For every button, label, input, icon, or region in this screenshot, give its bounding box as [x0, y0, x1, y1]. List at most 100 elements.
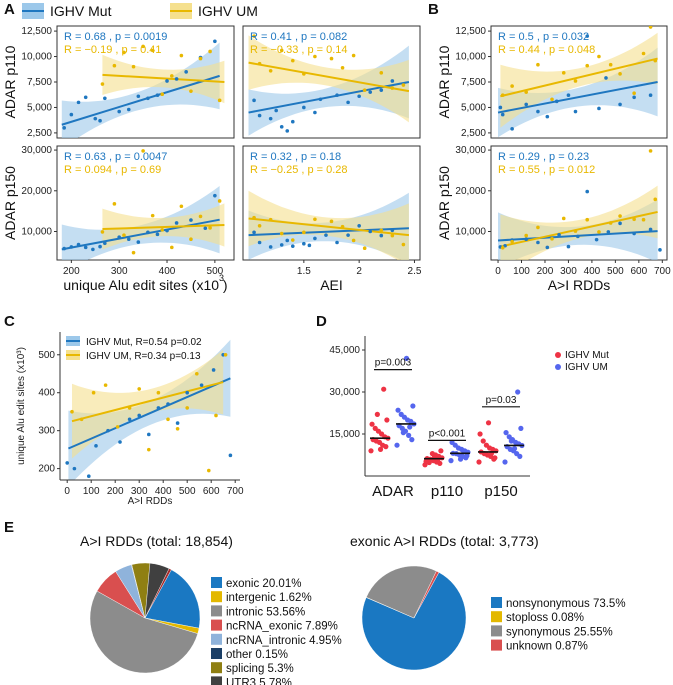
stat-text-mut: R = 0.5 , p = 0.032	[498, 31, 589, 43]
data-point-um	[160, 92, 165, 97]
x-tick-label: 100	[513, 266, 530, 277]
data-point-mut	[368, 229, 373, 234]
data-point-mut	[126, 107, 131, 112]
data-point-um	[510, 239, 514, 244]
y-tick-label: 30,000	[21, 145, 52, 156]
data-point-mut	[510, 127, 514, 131]
legend-swatch	[211, 577, 222, 588]
data-point-um	[290, 58, 295, 63]
stat-text-um: R = −0.25 , p = 0.28	[250, 164, 348, 176]
data-point-mut	[155, 93, 160, 98]
data-point-um	[401, 83, 406, 87]
data-point-mut	[524, 237, 528, 242]
y-tick-label: 10,000	[21, 52, 52, 63]
data-point-mut	[103, 96, 107, 101]
stat-text-um: R = 0.094 , p = 0.69	[64, 164, 161, 176]
x-tick-label: 600	[203, 486, 220, 497]
data-point-mut	[594, 237, 599, 242]
confidence-band-um	[500, 185, 658, 260]
pie-slice-exonic	[144, 569, 201, 629]
data-point-um	[91, 390, 96, 395]
regression-line-mut	[68, 377, 231, 450]
y-tick-label: 7,500	[461, 77, 486, 88]
data-point-um	[150, 48, 155, 53]
data-point-um	[648, 149, 653, 153]
confidence-band-um	[500, 32, 658, 128]
x-tick-label: 500	[607, 266, 624, 277]
data-point-um	[115, 425, 120, 429]
legend-d-label: IGHV UM	[565, 362, 608, 373]
data-point-mut	[185, 390, 189, 395]
data-point-um	[257, 61, 262, 66]
data-point-mut	[98, 244, 102, 249]
legend-label: intronic 53.56%	[226, 606, 305, 618]
stat-text-mut: R = 0.29 , p = 0.23	[498, 151, 589, 163]
data-point-um	[137, 387, 141, 391]
data-point-mut	[648, 227, 653, 232]
y-tick-label: 20,000	[21, 186, 52, 197]
data-point-mut	[257, 240, 262, 245]
data-point-um	[279, 48, 284, 53]
data-point-um	[329, 219, 334, 224]
data-point-mut	[618, 221, 622, 226]
data-point-mut	[379, 88, 384, 92]
data-point-um	[217, 98, 222, 103]
data-point-um	[208, 49, 212, 54]
data-point-um	[511, 445, 518, 452]
data-point-um	[573, 79, 578, 83]
y-tick-label: 200	[38, 464, 55, 475]
data-point-um	[223, 352, 228, 357]
data-point-mut	[302, 241, 306, 246]
data-point-um	[112, 63, 117, 68]
data-point-mut	[483, 442, 490, 448]
data-point-um	[313, 217, 317, 222]
plot-area	[248, 190, 410, 260]
data-point-mut	[83, 95, 88, 100]
regression-line-um	[102, 223, 225, 231]
data-point-mut	[335, 93, 339, 98]
data-point-um	[122, 233, 126, 237]
confidence-band-um	[248, 190, 409, 260]
data-point-mut	[377, 446, 384, 452]
x-tick-label: 500	[207, 266, 224, 277]
data-point-mut	[379, 233, 384, 238]
data-point-um	[608, 221, 613, 225]
data-point-um	[79, 417, 84, 422]
data-point-mut	[252, 98, 256, 103]
pie-title: exonic A>I RDDs (total: 3,773)	[350, 533, 539, 549]
data-point-um	[403, 355, 410, 361]
category-label: ADAR	[372, 483, 414, 500]
data-point-mut	[632, 95, 636, 100]
regression-line-um	[500, 57, 658, 98]
data-point-um	[573, 229, 578, 233]
data-point-um	[175, 426, 180, 431]
legend-swatch	[211, 619, 222, 631]
data-point-um	[198, 214, 203, 219]
data-point-mut	[384, 417, 390, 423]
data-point-mut	[381, 386, 387, 392]
plot-area	[497, 26, 658, 138]
pie-title: A>I RDDs (total: 18,854)	[80, 533, 233, 549]
x-tick-label: 1.5	[297, 266, 311, 277]
data-point-um	[550, 237, 554, 241]
legend-label: other 0.15%	[226, 649, 288, 661]
data-point-mut	[203, 226, 208, 231]
data-point-mut	[648, 93, 653, 98]
data-point-mut	[618, 102, 622, 107]
data-point-um	[401, 242, 406, 247]
data-point-um	[100, 230, 105, 234]
data-point-mut	[146, 96, 150, 101]
data-point-um	[506, 434, 512, 440]
panel-letter-e: E	[4, 519, 14, 536]
data-point-mut	[372, 425, 378, 431]
data-point-mut	[199, 383, 204, 387]
data-point-um	[127, 406, 132, 410]
data-point-mut	[606, 230, 611, 234]
data-point-um	[585, 217, 590, 222]
legend-label: intergenic 1.62%	[226, 592, 312, 604]
chart-e-all: A>I RDDs (total: 18,854) exonic 20.01% int…	[80, 533, 342, 685]
x-tick-label: 400	[159, 266, 176, 277]
